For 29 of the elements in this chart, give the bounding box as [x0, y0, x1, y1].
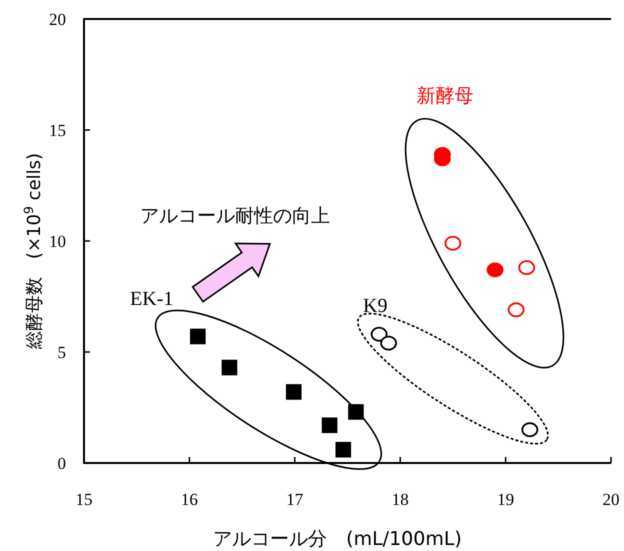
series-label: EK-1: [130, 288, 174, 310]
y-tick-label: 0: [58, 454, 66, 473]
x-tick-label: 19: [497, 490, 514, 509]
x-tick-label: 16: [180, 490, 198, 509]
point: [286, 384, 302, 400]
point: [370, 326, 388, 342]
point: [486, 262, 504, 278]
series-label: K9: [363, 295, 388, 317]
point: [322, 417, 338, 434]
x-tick-label: 18: [392, 490, 409, 509]
text: 新酵母: [416, 85, 474, 107]
y-tick-label: 5: [58, 343, 66, 362]
point: [335, 442, 352, 458]
x-axis-title: アルコール分 (mL/100mL): [213, 528, 462, 550]
x-tick-label: 20: [602, 490, 620, 509]
point: [222, 360, 238, 376]
y-tick-label: 15: [49, 121, 66, 140]
point: [348, 404, 364, 420]
x-tick-label: 15: [76, 490, 92, 509]
annotation: アルコール耐性の向上: [140, 205, 330, 227]
y-tick-label: 10: [49, 232, 66, 251]
point: [444, 236, 462, 251]
point: [518, 260, 536, 276]
point: [521, 422, 538, 438]
y-tick-label: 20: [49, 10, 66, 29]
point: [380, 336, 398, 351]
x-tick-label: 17: [286, 490, 304, 509]
point: [508, 302, 525, 318]
point: [190, 328, 206, 344]
